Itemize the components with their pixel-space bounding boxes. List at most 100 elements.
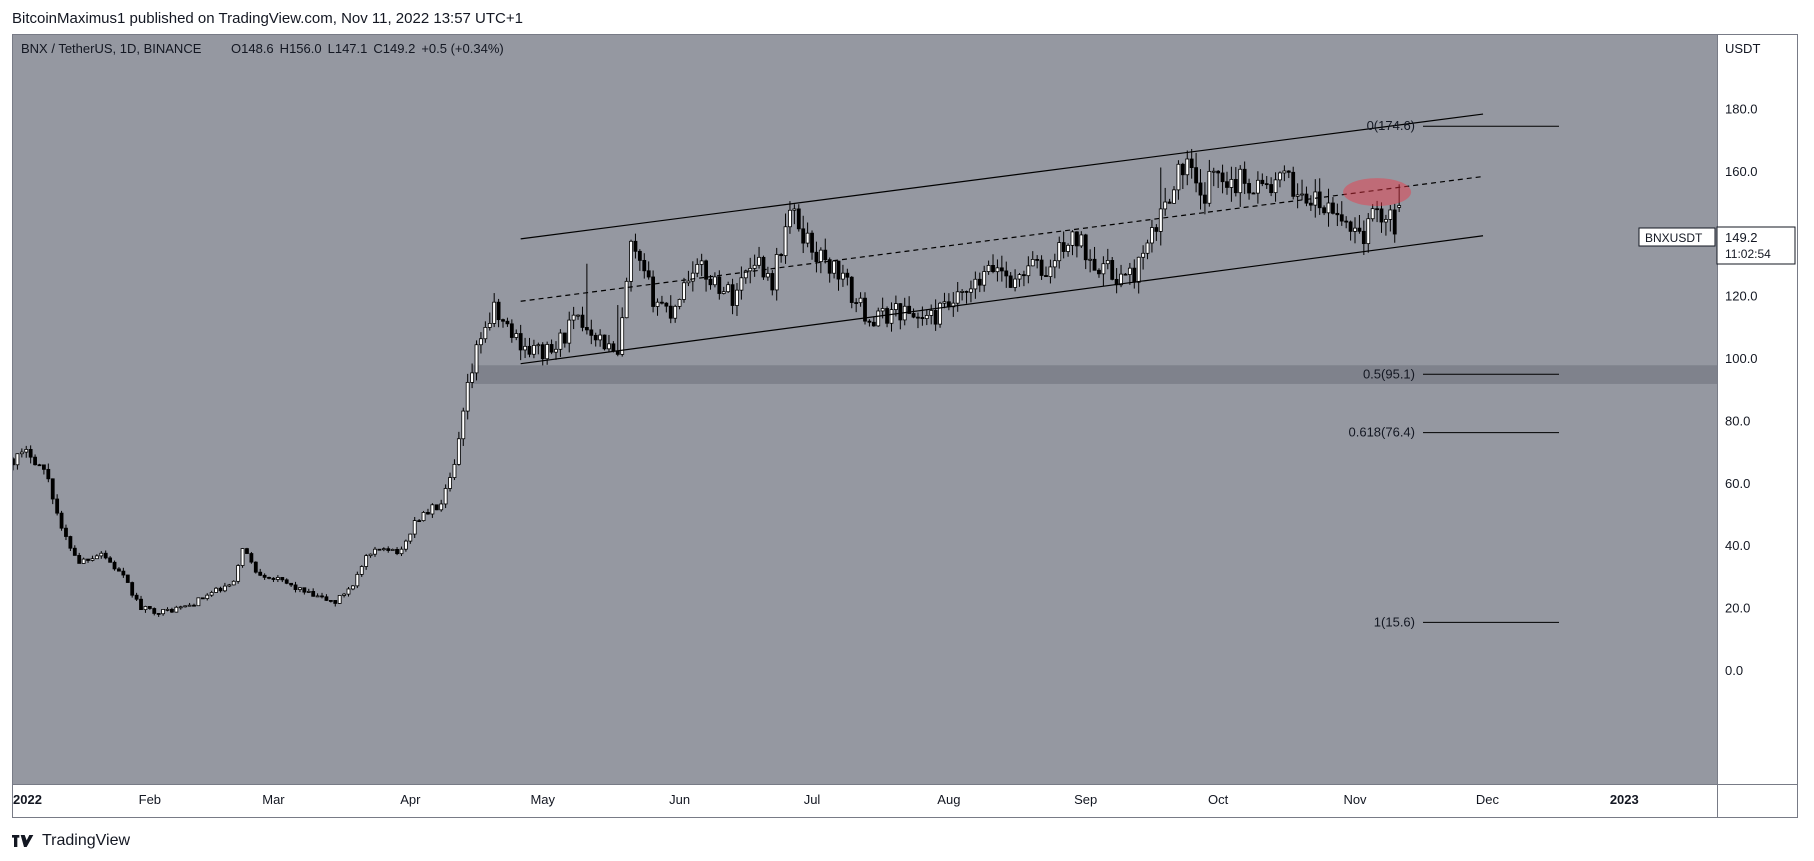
candle (1136, 256, 1141, 294)
candle (514, 329, 519, 341)
candle (72, 545, 77, 556)
candle (774, 247, 779, 301)
open-value: 148.6 (241, 41, 274, 56)
candle-body (938, 302, 942, 325)
price-tick-label: 0.0 (1725, 663, 1743, 678)
candle-body (1167, 201, 1172, 204)
candle (1092, 246, 1097, 271)
candle (1255, 171, 1260, 204)
candle (284, 578, 289, 585)
candle (86, 558, 90, 563)
candle (1013, 269, 1017, 292)
candle (1335, 203, 1340, 227)
candle (196, 597, 201, 607)
candle (1008, 272, 1013, 288)
candle-body (377, 548, 382, 551)
candle-body (743, 270, 748, 279)
candle-body (792, 208, 797, 211)
candle (673, 304, 678, 323)
candle (664, 302, 669, 313)
candle-body (933, 310, 938, 325)
candle-body (1273, 179, 1278, 194)
plot-background[interactable] (13, 35, 1717, 784)
candle-body (629, 240, 633, 282)
candle-body (209, 592, 214, 596)
candle-body (1026, 265, 1031, 277)
candle-body (1070, 231, 1075, 246)
candle (805, 222, 810, 248)
candle (1198, 169, 1203, 210)
candle (249, 551, 254, 564)
candle-body (845, 272, 850, 278)
candle (545, 341, 550, 365)
price-tick-label: 120.0 (1725, 289, 1758, 304)
candle (103, 550, 108, 560)
candle (916, 312, 920, 329)
candle-body (156, 613, 161, 615)
candle (320, 592, 324, 599)
candle (549, 339, 554, 355)
candle (381, 547, 386, 552)
price-chart[interactable]: 0(174.6) 0.5(95.1) 0.618(76.4) 1(15.6) BNX … (11, 35, 1797, 817)
candle (761, 255, 766, 280)
candle-body (708, 278, 713, 286)
candle (161, 609, 165, 616)
candle-body (1278, 172, 1282, 181)
ticker-badge-label: BNXUSDT (1645, 231, 1703, 245)
candle (479, 332, 483, 354)
candle (1392, 203, 1397, 243)
candle-body (143, 606, 148, 611)
candle-body (898, 303, 903, 321)
candle-body (130, 582, 135, 596)
candle (1308, 195, 1313, 211)
candle (434, 504, 439, 511)
candle (1180, 162, 1185, 190)
candle-body (1379, 208, 1384, 223)
candle (1044, 266, 1048, 277)
candle-body (765, 273, 770, 278)
candle-body (704, 260, 708, 280)
candle-body (964, 290, 969, 293)
candle-body (571, 314, 576, 321)
candle-body (1172, 189, 1176, 204)
candle-body (1317, 191, 1322, 209)
candle (885, 306, 889, 328)
candle (567, 311, 572, 353)
candle (876, 307, 881, 327)
candle (1233, 167, 1238, 197)
candle-body (1022, 274, 1026, 277)
candle-body (885, 308, 889, 324)
candle (240, 548, 245, 568)
candle (801, 215, 806, 254)
candle-body (134, 594, 139, 600)
candle (218, 586, 223, 593)
candle (139, 595, 143, 611)
candle (536, 342, 541, 355)
candle-body (298, 587, 302, 590)
candle (1057, 236, 1062, 269)
candle-body (117, 568, 121, 572)
candle-body (673, 305, 678, 319)
candle-body (1176, 163, 1181, 191)
price-tick-label: 180.0 (1725, 101, 1758, 116)
candle-body (1203, 194, 1207, 204)
candle (1074, 231, 1079, 258)
bar-countdown: 11:02:54 (1725, 247, 1771, 261)
candle-body (222, 585, 227, 592)
time-axis-background[interactable] (13, 784, 1717, 817)
candle (562, 332, 567, 348)
candle (456, 431, 461, 466)
price-axis-background[interactable] (1717, 35, 1797, 784)
candle (1017, 272, 1022, 287)
high-label: H (280, 41, 289, 56)
candle-body (1150, 227, 1154, 244)
candle-body (536, 344, 541, 347)
candle-body (280, 577, 285, 581)
fib-level-label: 0.618(76.4) (1349, 425, 1416, 440)
candle (1348, 220, 1353, 241)
candle-body (439, 503, 444, 511)
candle-body (328, 600, 333, 602)
candle-body (977, 278, 982, 286)
chart-frame[interactable]: 0(174.6) 0.5(95.1) 0.618(76.4) 1(15.6) BNX … (11, 34, 1798, 818)
candle-body (496, 301, 501, 321)
